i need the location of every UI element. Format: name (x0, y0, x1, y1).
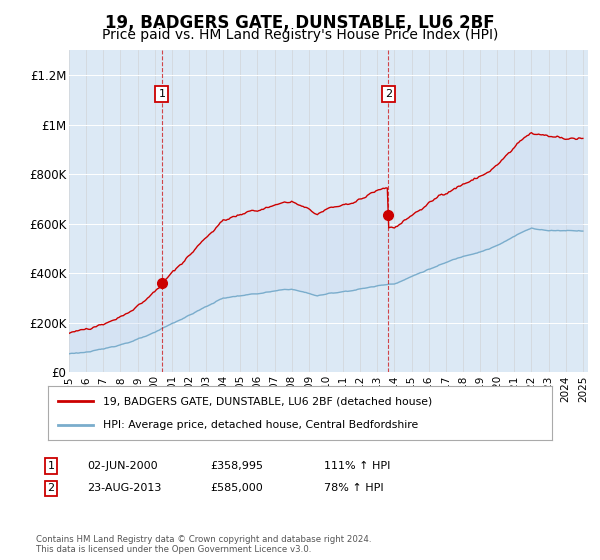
Text: £358,995: £358,995 (210, 461, 263, 471)
Text: 2: 2 (47, 483, 55, 493)
Text: 23-AUG-2013: 23-AUG-2013 (87, 483, 161, 493)
Text: 1: 1 (158, 89, 166, 99)
Text: Contains HM Land Registry data © Crown copyright and database right 2024.
This d: Contains HM Land Registry data © Crown c… (36, 535, 371, 554)
Text: Price paid vs. HM Land Registry's House Price Index (HPI): Price paid vs. HM Land Registry's House … (102, 28, 498, 42)
Text: £585,000: £585,000 (210, 483, 263, 493)
Text: HPI: Average price, detached house, Central Bedfordshire: HPI: Average price, detached house, Cent… (103, 419, 419, 430)
Text: 111% ↑ HPI: 111% ↑ HPI (324, 461, 391, 471)
Text: 78% ↑ HPI: 78% ↑ HPI (324, 483, 383, 493)
Text: 19, BADGERS GATE, DUNSTABLE, LU6 2BF: 19, BADGERS GATE, DUNSTABLE, LU6 2BF (105, 14, 495, 32)
Text: 02-JUN-2000: 02-JUN-2000 (87, 461, 158, 471)
Text: 19, BADGERS GATE, DUNSTABLE, LU6 2BF (detached house): 19, BADGERS GATE, DUNSTABLE, LU6 2BF (de… (103, 396, 433, 407)
Text: 2: 2 (385, 89, 392, 99)
Text: 1: 1 (47, 461, 55, 471)
